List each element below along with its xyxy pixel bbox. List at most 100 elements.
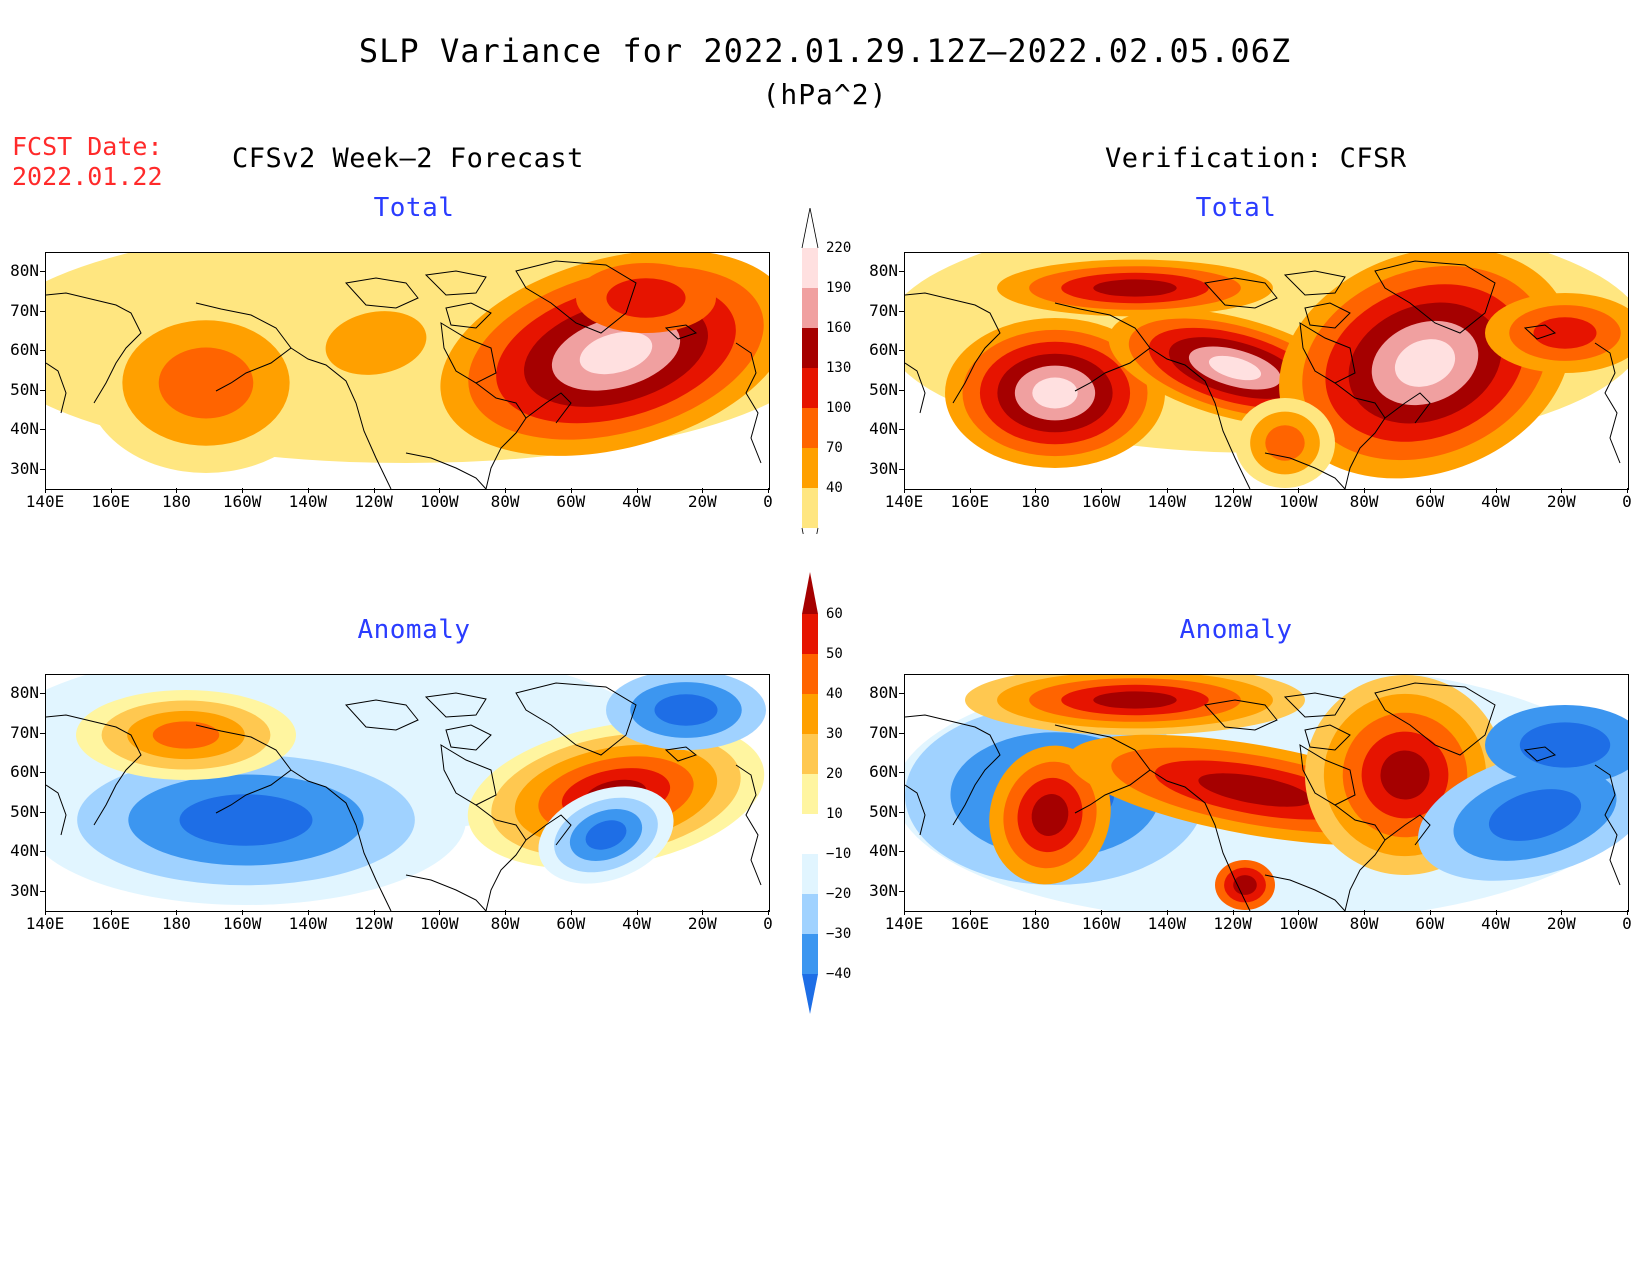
forecast-total-map <box>45 252 770 490</box>
tick-mark <box>1166 910 1168 915</box>
colorbar-level-label: 160 <box>826 320 852 336</box>
forecast-date: FCST Date: 2022.01.22 <box>12 132 163 192</box>
tick-mark <box>505 910 507 915</box>
longitude-label: 120W <box>354 914 393 933</box>
field-central-us <box>1235 398 1335 488</box>
coastlines <box>46 260 762 489</box>
longitude-label: 20W <box>1546 914 1576 933</box>
tick-mark <box>1298 910 1300 915</box>
contour-shade <box>1032 377 1078 409</box>
tick-mark <box>969 910 971 915</box>
field-alaska <box>286 286 466 400</box>
longitude-label: 20W <box>687 914 717 933</box>
tick-mark <box>1364 488 1366 493</box>
longitude-label: 100W <box>420 492 459 511</box>
tick-mark <box>570 910 572 915</box>
tick-mark <box>702 910 704 915</box>
colorbar-level-label: 30 <box>826 726 843 742</box>
longitude-label: 160E <box>91 492 130 511</box>
tick-mark <box>1429 910 1431 915</box>
tick-mark <box>176 488 178 493</box>
contour-shade <box>1519 722 1611 768</box>
colorbar-level-label: 40 <box>826 686 843 702</box>
tick-mark <box>40 429 45 430</box>
longitude-label: 40W <box>622 914 651 933</box>
longitude-label: 60W <box>1415 914 1445 933</box>
contour-shade <box>1198 773 1312 807</box>
field-europe <box>1485 293 1628 373</box>
tick-mark <box>307 488 309 493</box>
longitude-label: 0 <box>1622 492 1632 511</box>
contour-shade <box>1093 279 1177 297</box>
colorbar-level-label: 130 <box>826 360 852 376</box>
contour-shade <box>325 311 427 375</box>
coastlines <box>46 682 762 911</box>
latitude-label: 80N <box>10 683 39 702</box>
tick-mark <box>40 851 45 852</box>
tick-mark <box>1495 488 1497 493</box>
tick-mark <box>242 488 244 493</box>
colorbar-segment <box>802 774 818 814</box>
latitude-label: 50N <box>10 802 39 821</box>
tick-mark <box>1232 910 1234 915</box>
tick-mark <box>899 693 904 694</box>
longitude-label: 80W <box>1349 914 1379 933</box>
colorbar-segment <box>802 614 818 654</box>
tick-mark <box>570 488 572 493</box>
colorbar-level-label: 190 <box>826 280 852 296</box>
field-arctic-positive <box>965 675 1305 735</box>
tick-mark <box>242 910 244 915</box>
colorbar-level-label: −30 <box>826 926 852 942</box>
tick-mark <box>1627 910 1628 915</box>
tick-mark <box>899 891 904 892</box>
longitude-label: 40W <box>622 492 651 511</box>
contour-shade <box>654 694 718 726</box>
colorbar-segment <box>802 854 818 894</box>
forecast-anomaly-map <box>45 674 770 912</box>
latitude-label: 40N <box>10 841 39 860</box>
latitude-label: 30N <box>10 881 39 900</box>
contour-shade <box>1488 789 1582 841</box>
colorbar-segment <box>802 328 818 368</box>
longitude-label: 0 <box>763 492 773 511</box>
field-subtropical-negative <box>538 786 674 884</box>
longitude-label: 140E <box>25 492 65 511</box>
verification-anomaly-map <box>904 674 1629 912</box>
latitude-label: 70N <box>869 723 898 742</box>
colorbar-upper-tip <box>802 572 818 614</box>
longitude-label: 140W <box>1147 492 1187 511</box>
verification-total-title: Total <box>1195 193 1277 223</box>
longitude-label: 80W <box>490 492 520 511</box>
longitude-label: 120W <box>1213 492 1252 511</box>
colorbar-segment <box>802 288 818 328</box>
field-greenland-north <box>576 263 716 333</box>
tick-mark <box>1101 488 1103 493</box>
tick-mark <box>176 910 178 915</box>
field-bering-positive <box>989 745 1111 885</box>
tick-mark <box>899 350 904 351</box>
tick-mark <box>40 350 45 351</box>
contour-shade <box>158 347 254 419</box>
tick-mark <box>45 488 46 493</box>
colorbar-segment <box>802 694 818 734</box>
latitude-label: 30N <box>869 459 898 478</box>
colorbar-level-label: −20 <box>826 886 852 902</box>
tick-mark <box>45 910 46 915</box>
latitude-label: 40N <box>869 841 898 860</box>
longitude-label: 160W <box>222 914 262 933</box>
verification-column-title: Verification: CFSR <box>1105 143 1407 174</box>
tick-mark <box>1035 488 1037 493</box>
longitude-label: 60W <box>1415 492 1445 511</box>
units-label: (hPa^2) <box>762 78 888 111</box>
longitude-label: 160E <box>950 492 989 511</box>
latitude-label: 40N <box>10 419 39 438</box>
longitude-label: 100W <box>1279 492 1318 511</box>
colorbar-segment <box>802 894 818 934</box>
longitude-label: 100W <box>1279 914 1318 933</box>
longitude-label: 40W <box>1481 492 1510 511</box>
contour-shade <box>179 794 313 846</box>
colorbar-level-label: −40 <box>826 966 852 982</box>
colorbar-segment <box>802 734 818 774</box>
longitude-label: 80W <box>490 914 520 933</box>
forecast-date-label: FCST Date: <box>12 132 163 161</box>
